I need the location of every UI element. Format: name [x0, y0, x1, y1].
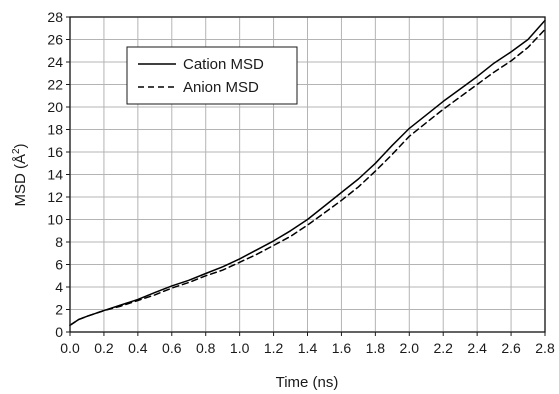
cation-msd-line — [69, 19, 546, 327]
y-axis-title-close: ) — [12, 143, 29, 148]
legend-box — [126, 46, 298, 105]
y-tick-label: 24 — [47, 54, 63, 70]
y-tick-label: 8 — [55, 234, 63, 250]
legend-label-anion: Anion MSD — [183, 79, 259, 96]
y-tick-label: 0 — [55, 324, 63, 340]
y-axis-title-main: MSD (Å — [12, 154, 29, 207]
x-tick-label: 0.2 — [94, 340, 114, 356]
y-tick-label: 18 — [47, 122, 63, 138]
x-tick-label: 1.2 — [264, 340, 284, 356]
y-axis-title-superscript: 2 — [11, 148, 22, 154]
y-tick-label: 2 — [55, 302, 63, 318]
y-tick-label: 16 — [47, 144, 63, 160]
y-tick-label: 26 — [47, 32, 63, 48]
x-tick-label: 2.8 — [535, 340, 555, 356]
x-axis-title: Time (ns) — [276, 374, 339, 391]
y-tick-label: 22 — [47, 77, 63, 93]
x-tick-label: 2.6 — [501, 340, 521, 356]
y-axis-title: MSD (Å2) — [11, 143, 29, 206]
anion-msd-line — [69, 28, 546, 327]
y-tick-label: 6 — [55, 257, 63, 273]
x-tick-label: 0.6 — [162, 340, 182, 356]
y-tick-label: 4 — [55, 279, 63, 295]
x-axis-ticks: 0.0 0.2 0.4 0.6 0.8 1.0 1.2 1.4 1.6 1.8 2.0 2.2 2.4 2… — [60, 332, 555, 356]
x-tick-label: 1.0 — [230, 340, 250, 356]
y-tick-label: 28 — [47, 9, 63, 25]
legend-label-cation: Cation MSD — [183, 56, 264, 73]
y-tick-label: 10 — [47, 212, 63, 228]
legend: Cation MSD Anion MSD — [126, 46, 298, 105]
y-tick-label: 20 — [47, 99, 63, 115]
x-tick-label: 2.2 — [433, 340, 453, 356]
x-tick-label: 0.0 — [60, 340, 80, 356]
x-tick-label: 0.4 — [128, 340, 148, 356]
plot-border — [69, 16, 546, 333]
x-tick-label: 2.0 — [400, 340, 420, 356]
x-tick-label: 1.4 — [298, 340, 318, 356]
x-tick-label: 2.4 — [467, 340, 487, 356]
series-lines — [69, 19, 546, 327]
x-tick-label: 1.8 — [366, 340, 386, 356]
x-tick-label: 0.8 — [196, 340, 216, 356]
y-tick-label: 14 — [47, 167, 63, 183]
x-tick-label: 1.6 — [332, 340, 352, 356]
y-tick-label: 12 — [47, 189, 63, 205]
